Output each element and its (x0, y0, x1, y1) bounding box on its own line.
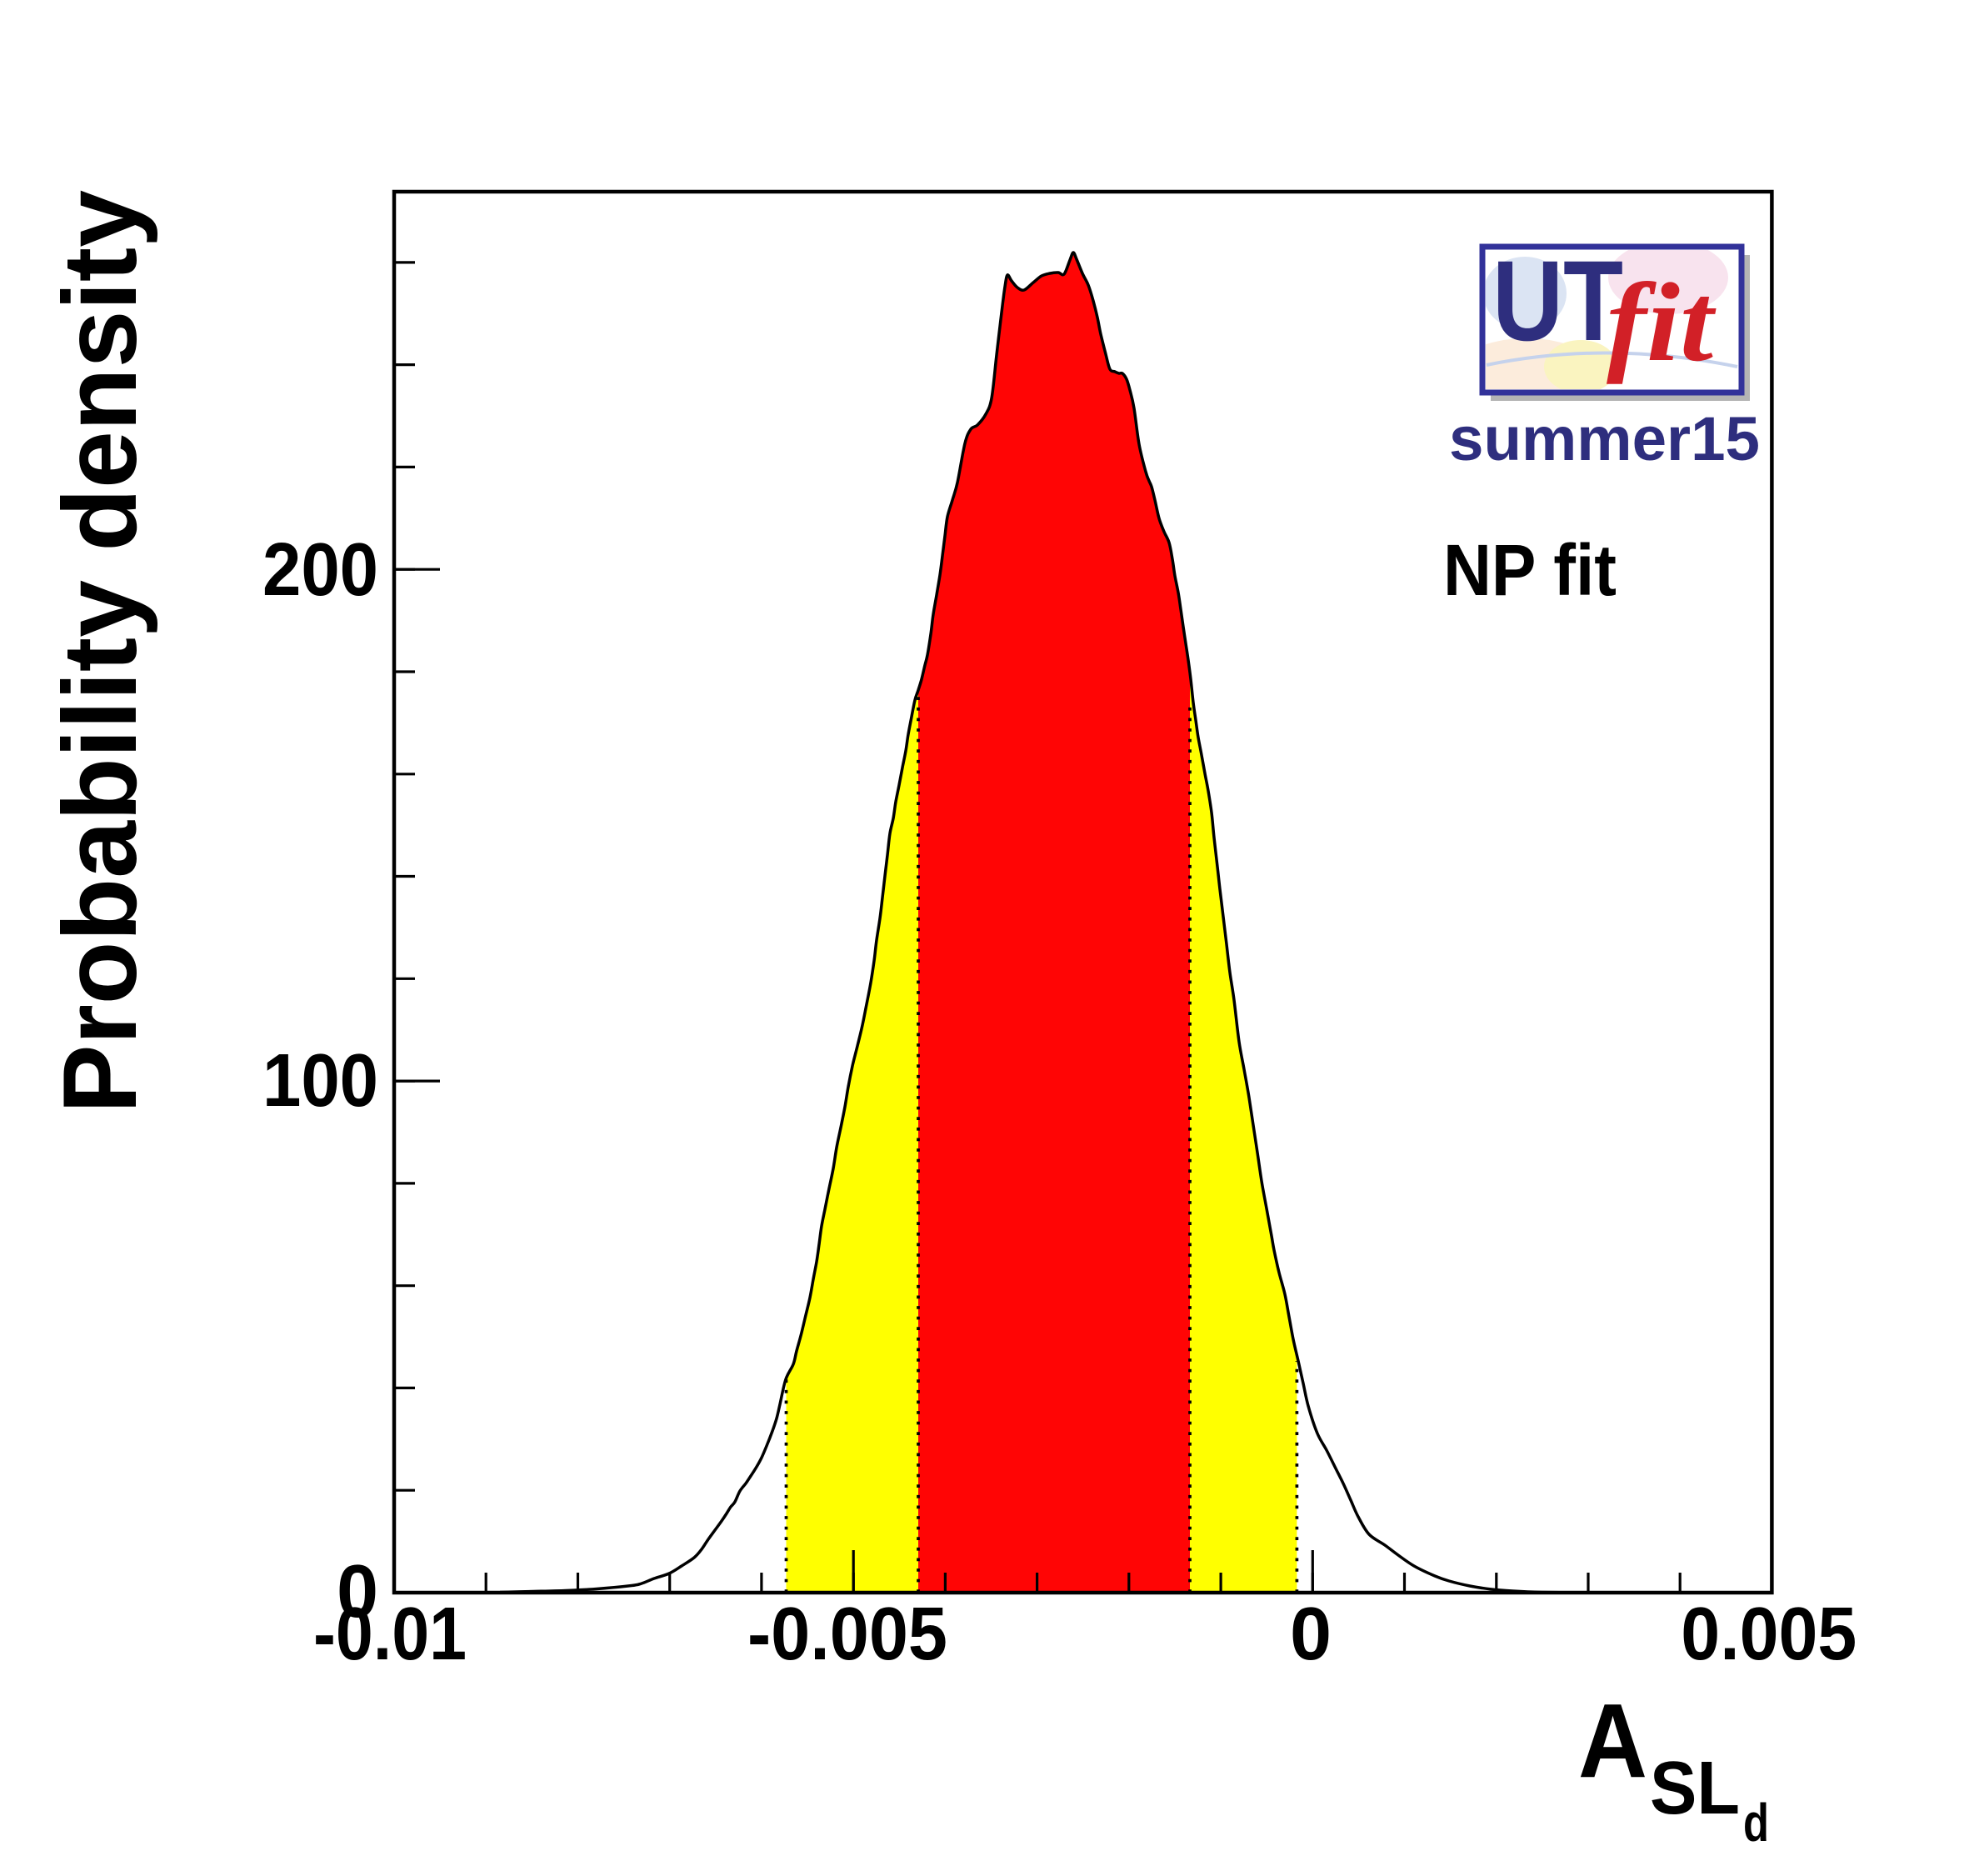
svg-text:100: 100 (262, 1039, 378, 1123)
svg-text:0: 0 (1290, 1593, 1332, 1676)
svg-text:0: 0 (337, 1550, 378, 1633)
svg-text:d: d (1743, 1793, 1769, 1853)
svg-text:-0.01: -0.01 (313, 1593, 467, 1676)
svg-text:0.005: 0.005 (1681, 1593, 1857, 1676)
svg-text:Probability density: Probability density (42, 190, 158, 1113)
svg-text:NP fit: NP fit (1443, 530, 1617, 611)
svg-text:200: 200 (262, 528, 378, 612)
svg-text:SL: SL (1650, 1747, 1740, 1830)
svg-text:-0.005: -0.005 (747, 1593, 947, 1676)
svg-text:A: A (1578, 1682, 1647, 1799)
svg-text:UT: UT (1492, 238, 1623, 365)
svg-text:summer15: summer15 (1449, 404, 1760, 473)
svg-text:fit: fit (1607, 261, 1717, 385)
